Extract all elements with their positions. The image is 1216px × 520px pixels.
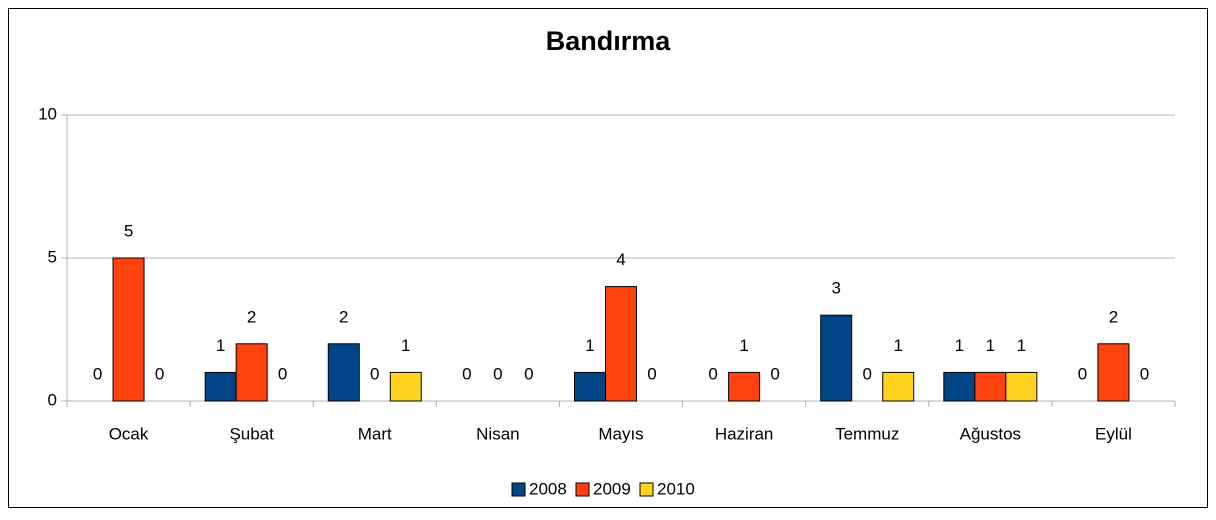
x-tick-label: Eylül: [1095, 424, 1132, 443]
data-label: 0: [370, 364, 379, 383]
bar: [943, 371, 976, 402]
data-label: 0: [1078, 364, 1087, 383]
chart-title: Bandırma: [546, 26, 672, 56]
x-tick-label: Mart: [358, 424, 392, 443]
data-label: 0: [155, 364, 164, 383]
data-label: 0: [770, 364, 779, 383]
x-tick-label: Haziran: [715, 424, 774, 443]
data-label: 1: [986, 336, 995, 355]
data-label: 2: [1109, 307, 1118, 326]
bar: [974, 371, 1007, 402]
data-label: 1: [401, 336, 410, 355]
legend-swatch: [639, 482, 654, 497]
legend-swatch: [575, 482, 590, 497]
data-label: 0: [462, 364, 471, 383]
x-tick-label: Ağustos: [960, 424, 1021, 443]
data-label: 0: [524, 364, 533, 383]
data-label: 3: [831, 279, 840, 298]
data-label: 2: [247, 307, 256, 326]
data-label: 1: [955, 336, 964, 355]
bar: [728, 371, 761, 402]
bar: [204, 371, 237, 402]
bar: [327, 343, 360, 402]
x-tick-label: Mayıs: [598, 424, 643, 443]
y-tick-label: 5: [48, 247, 57, 266]
legend-label: 2008: [529, 479, 567, 498]
bar: [820, 314, 853, 402]
data-label: 0: [278, 364, 287, 383]
data-label: 1: [216, 336, 225, 355]
bar: [389, 371, 422, 402]
y-tick-label: 10: [38, 104, 57, 123]
bar: [1005, 371, 1038, 402]
x-tick-label: Ocak: [109, 424, 149, 443]
data-label: 0: [708, 364, 717, 383]
legend-swatch: [511, 482, 526, 497]
data-label: 1: [893, 336, 902, 355]
bar: [112, 257, 145, 402]
data-label: 5: [124, 221, 133, 240]
data-label: 0: [862, 364, 871, 383]
bar: [574, 371, 606, 402]
bar: [605, 286, 637, 402]
data-label: 1: [585, 336, 594, 355]
data-label: 1: [1017, 336, 1026, 355]
data-label: 0: [647, 364, 656, 383]
x-tick-label: Temmuz: [835, 424, 899, 443]
legend-label: 2009: [593, 479, 631, 498]
bar: [235, 343, 268, 402]
y-tick-label: 0: [48, 390, 57, 409]
data-label: 2: [339, 307, 348, 326]
data-label: 0: [493, 364, 502, 383]
data-label: 1: [739, 336, 748, 355]
bar: [882, 371, 915, 402]
data-label: 4: [616, 250, 625, 269]
data-label: 0: [1140, 364, 1149, 383]
x-tick-label: Nisan: [476, 424, 519, 443]
data-label: 0: [93, 364, 102, 383]
legend-label: 2010: [657, 479, 695, 498]
bar: [1097, 343, 1130, 402]
x-tick-label: Şubat: [229, 424, 274, 443]
